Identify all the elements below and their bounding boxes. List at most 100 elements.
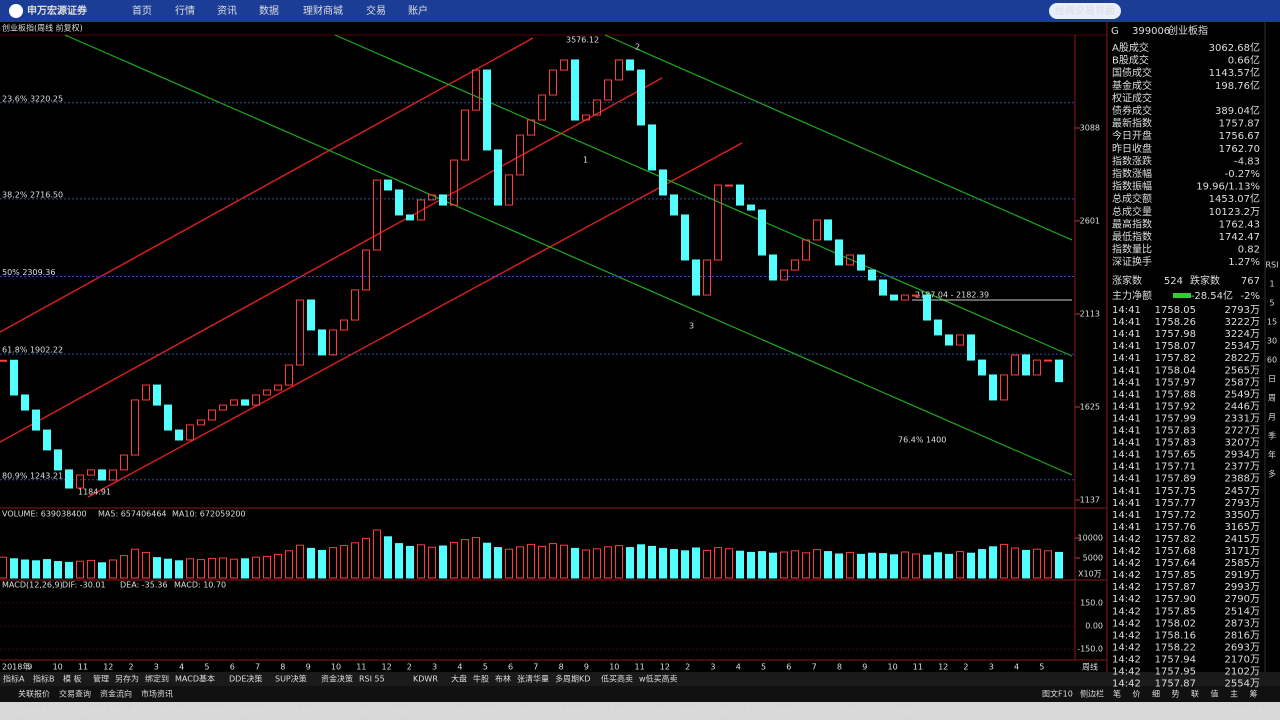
tab[interactable]: 牛股 — [473, 674, 489, 684]
tab[interactable]: 交易查询 — [59, 689, 91, 699]
tick-price: 1757.90 — [1155, 594, 1196, 605]
tick-time: 14:41 — [1112, 474, 1141, 485]
candle — [241, 399, 249, 406]
button-label[interactable]: 经典交易界面 — [1055, 4, 1115, 17]
quote-value: -4.83 — [1234, 156, 1260, 167]
tab[interactable]: 大盘 — [451, 674, 467, 684]
menu-item[interactable]: 资讯 — [217, 5, 237, 17]
volume-bar — [208, 557, 216, 579]
x-label: 9 — [27, 663, 32, 672]
quote-label: 最高指数 — [1112, 217, 1152, 230]
side-tab[interactable]: 周 — [1268, 394, 1276, 403]
menu-item[interactable]: 数据 — [259, 4, 279, 17]
tab[interactable]: w低买高卖 — [639, 674, 678, 684]
tab[interactable]: 指标B — [33, 674, 55, 684]
volume-bar — [868, 552, 876, 579]
tab[interactable]: 侧边栏 — [1080, 689, 1104, 699]
quote-value: 1757.87 — [1219, 119, 1260, 130]
tab[interactable]: 市场资讯 — [141, 689, 173, 699]
menu-item[interactable]: 交易 — [366, 4, 386, 17]
tab[interactable]: KDWR — [413, 675, 438, 684]
tick-volume: 2793万 — [1225, 305, 1260, 316]
tab[interactable]: 图文F10 — [1042, 689, 1073, 699]
tab[interactable]: 多周期KD — [555, 674, 590, 684]
volume-bar — [219, 557, 227, 579]
quote-value: 1143.57亿 — [1209, 66, 1260, 79]
panel-tab[interactable]: 值 — [1211, 689, 1219, 699]
volume-bar — [230, 558, 238, 579]
up-label: 涨家数 — [1112, 274, 1142, 287]
candle — [813, 219, 821, 241]
tab[interactable]: 绑定到 — [145, 674, 169, 684]
tab[interactable]: 低买高卖 — [601, 674, 633, 684]
tab[interactable]: 指标A — [3, 674, 25, 684]
panel-tab[interactable]: 细 — [1152, 689, 1160, 699]
candle — [0, 359, 7, 362]
volume-bar — [626, 547, 634, 579]
tab[interactable]: 张清华量 — [517, 674, 549, 684]
volume-bar — [769, 552, 777, 579]
classic-button[interactable] — [1049, 3, 1121, 19]
candle — [516, 134, 524, 176]
menu-item[interactable]: 行情 — [175, 4, 195, 17]
tick-price: 1757.68 — [1155, 546, 1196, 557]
side-tab[interactable]: 60 — [1267, 356, 1277, 365]
volume-bar — [824, 551, 832, 579]
panel-tab[interactable]: 联 — [1191, 690, 1199, 699]
side-tab[interactable]: 季 — [1268, 431, 1276, 441]
status-shortcut[interactable]: 显示快捷 — [14, 706, 46, 716]
candle — [329, 329, 337, 356]
volume-bar — [164, 558, 172, 579]
quote-value: 1762.43 — [1219, 219, 1260, 230]
menu-item[interactable]: 账户 — [408, 4, 428, 17]
panel-tab[interactable]: 价 — [1133, 690, 1141, 699]
menu-item[interactable]: 首页 — [132, 4, 152, 17]
tab[interactable]: 关联报价 — [18, 689, 50, 699]
tick-price: 1757.97 — [1155, 377, 1196, 388]
candle — [1044, 359, 1052, 362]
menu-item[interactable]: 理财商城 — [303, 4, 343, 17]
volume-bar — [461, 539, 469, 579]
panel-tab[interactable]: 势 — [1172, 689, 1180, 699]
side-tab[interactable]: 1 — [1269, 280, 1274, 289]
candle — [32, 409, 40, 431]
top-bar — [0, 0, 1280, 22]
side-tab[interactable]: 30 — [1267, 337, 1277, 346]
panel-tab[interactable]: 主 — [1230, 689, 1238, 699]
tab[interactable]: 布林 — [495, 674, 511, 684]
tab[interactable]: 模 板 — [63, 674, 82, 684]
volume-bar — [945, 553, 953, 579]
panel-tab[interactable]: 筹 — [1250, 689, 1258, 699]
tab[interactable]: 管理 — [93, 674, 109, 684]
volume-bar — [373, 529, 381, 579]
tick-time: 14:42 — [1112, 618, 1141, 629]
tab[interactable]: 资金流向 — [100, 689, 132, 699]
tab[interactable]: RSI 55 — [359, 675, 385, 684]
candle — [208, 409, 216, 421]
y-tick-label: 1625 — [1080, 402, 1100, 411]
volume-bar — [318, 549, 326, 579]
tick-time: 14:41 — [1112, 426, 1141, 437]
tick-time: 14:41 — [1112, 510, 1141, 521]
candle — [615, 59, 623, 81]
side-tab[interactable]: 日 — [1268, 375, 1276, 384]
panel-tab[interactable]: 笔 — [1113, 689, 1121, 699]
tab[interactable]: 另存为 — [115, 674, 139, 684]
volume-bar — [142, 551, 150, 579]
tick-price: 1758.16 — [1155, 630, 1196, 641]
side-tab[interactable]: RSI — [1266, 261, 1279, 270]
side-tab[interactable]: 年 — [1268, 450, 1276, 460]
tab[interactable]: SUP决策 — [275, 674, 307, 684]
side-tab[interactable]: 15 — [1267, 318, 1277, 327]
status-item: 4.60 — [295, 707, 313, 716]
side-tab[interactable]: 5 — [1269, 299, 1274, 308]
side-tab[interactable]: 月 — [1268, 413, 1276, 422]
tab[interactable]: 资金决策 — [321, 674, 353, 684]
candle — [560, 59, 568, 71]
volume-bar — [120, 555, 128, 579]
side-tab[interactable]: 多 — [1268, 469, 1276, 479]
tick-volume: 2587万 — [1225, 377, 1260, 388]
tab[interactable]: MACD基本 — [175, 674, 215, 684]
tab[interactable]: DDE决策 — [229, 674, 262, 684]
tick-price: 1757.82 — [1155, 534, 1196, 545]
